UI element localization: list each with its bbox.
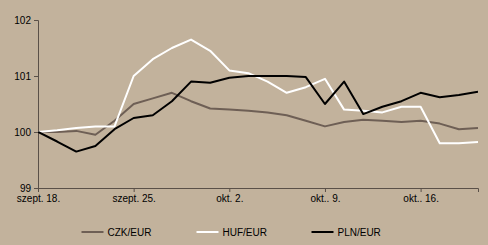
x-tick: szept. 25. (112, 188, 155, 204)
legend-swatch (82, 231, 104, 233)
chart: 99 100 101 102 szept. 18. szept. 25. okt. 2. ok… (0, 0, 488, 245)
legend-item: PLN/EUR (312, 227, 381, 238)
x-tick-label: szept. 18. (17, 193, 60, 204)
x-tick-label: okt.. 9. (310, 193, 340, 204)
y-axis: 99 100 101 102 (14, 15, 38, 194)
y-tick-mark (34, 132, 38, 133)
y-tick-mark (34, 188, 38, 189)
x-tick-label: okt.. 16. (403, 193, 439, 204)
x-tick-mark (134, 188, 135, 192)
series-line (38, 76, 478, 152)
x-axis-line (39, 189, 479, 193)
x-tick-mark (421, 188, 422, 192)
legend-label: HUF/EUR (223, 227, 267, 238)
series-line (38, 93, 478, 135)
series-lines (38, 40, 478, 152)
x-tick: szept. 18. (17, 188, 60, 204)
legend: CZK/EUR HUF/EUR PLN/EUR (82, 227, 381, 238)
x-tick: okt.. 16. (403, 188, 439, 204)
legend-swatch (197, 231, 219, 233)
x-axis: szept. 18. szept. 25. okt. 2. okt.. 9. okt..… (17, 188, 479, 204)
y-tick-mark (34, 76, 38, 77)
legend-label: PLN/EUR (338, 227, 381, 238)
x-tick-label: szept. 25. (112, 193, 155, 204)
legend-label: CZK/EUR (108, 227, 152, 238)
y-axis-line (34, 21, 39, 189)
legend-swatch (312, 231, 334, 233)
x-tick: okt.. 9. (310, 188, 340, 204)
series-line (38, 40, 478, 144)
x-tick-mark (229, 188, 230, 192)
y-tick-mark (34, 20, 38, 21)
y-tick: 101 (14, 71, 38, 82)
x-tick: okt. 2. (216, 188, 243, 204)
y-tick: 102 (14, 15, 38, 26)
y-tick-label: 100 (14, 127, 31, 138)
legend-item: CZK/EUR (82, 227, 152, 238)
y-tick: 99 (20, 183, 38, 194)
x-tick-mark (38, 188, 39, 192)
y-tick-label: 99 (20, 183, 32, 194)
legend-item: HUF/EUR (197, 227, 267, 238)
x-tick-mark (325, 188, 326, 192)
y-tick-label: 102 (14, 15, 31, 26)
plot: 99 100 101 102 szept. 18. szept. 25. okt. 2. ok… (14, 15, 478, 204)
y-tick-label: 101 (14, 71, 31, 82)
x-tick-label: okt. 2. (216, 193, 243, 204)
y-tick: 100 (14, 127, 38, 138)
